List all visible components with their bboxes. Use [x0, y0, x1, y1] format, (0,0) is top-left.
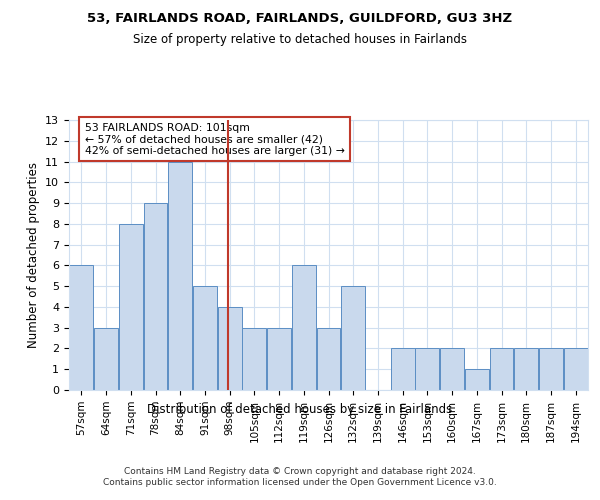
Bar [292, 266, 316, 390]
Text: Distribution of detached houses by size in Fairlands: Distribution of detached houses by size … [148, 402, 452, 415]
Bar [465, 369, 489, 390]
Bar [94, 328, 118, 390]
Bar [415, 348, 439, 390]
Bar [514, 348, 538, 390]
Bar [539, 348, 563, 390]
Bar [391, 348, 415, 390]
Bar [563, 348, 587, 390]
Bar [440, 348, 464, 390]
Bar [341, 286, 365, 390]
Text: 53, FAIRLANDS ROAD, FAIRLANDS, GUILDFORD, GU3 3HZ: 53, FAIRLANDS ROAD, FAIRLANDS, GUILDFORD… [88, 12, 512, 26]
Bar [267, 328, 291, 390]
Bar [70, 266, 94, 390]
Bar [193, 286, 217, 390]
Text: Contains HM Land Registry data © Crown copyright and database right 2024.
Contai: Contains HM Land Registry data © Crown c… [103, 468, 497, 487]
Bar [317, 328, 340, 390]
Bar [168, 162, 192, 390]
Bar [242, 328, 266, 390]
Bar [119, 224, 143, 390]
Bar [143, 203, 167, 390]
Text: 53 FAIRLANDS ROAD: 101sqm
← 57% of detached houses are smaller (42)
42% of semi-: 53 FAIRLANDS ROAD: 101sqm ← 57% of detac… [85, 122, 344, 156]
Bar [218, 307, 242, 390]
Bar [490, 348, 514, 390]
Y-axis label: Number of detached properties: Number of detached properties [26, 162, 40, 348]
Text: Size of property relative to detached houses in Fairlands: Size of property relative to detached ho… [133, 32, 467, 46]
